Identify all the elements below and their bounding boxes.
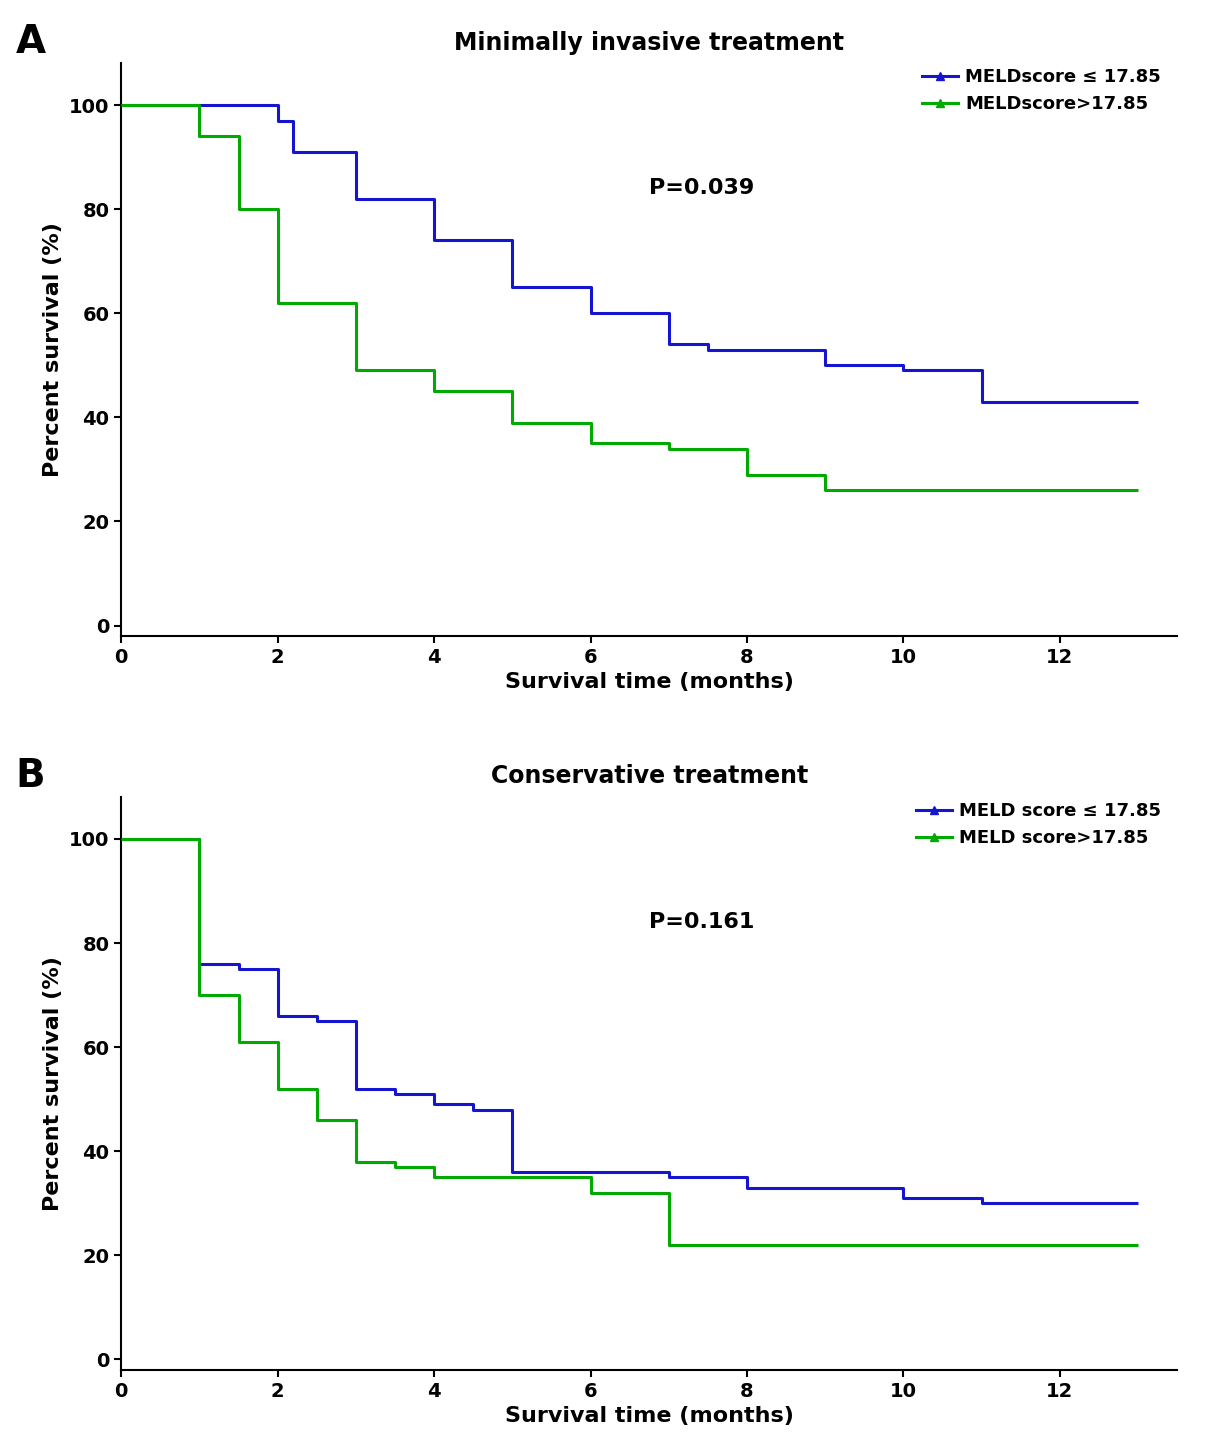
Legend: MELDscore ≤ 17.85, MELDscore>17.85: MELDscore ≤ 17.85, MELDscore>17.85: [915, 61, 1168, 121]
Text: P=0.039: P=0.039: [649, 177, 754, 198]
Title: Minimally invasive treatment: Minimally invasive treatment: [454, 31, 845, 54]
Text: P=0.161: P=0.161: [649, 912, 754, 932]
Title: Conservative treatment: Conservative treatment: [490, 765, 807, 788]
Text: A: A: [16, 23, 46, 61]
Text: B: B: [16, 758, 45, 795]
X-axis label: Survival time (months): Survival time (months): [505, 672, 794, 692]
Y-axis label: Percent survival (%): Percent survival (%): [43, 222, 64, 477]
X-axis label: Survival time (months): Survival time (months): [505, 1406, 794, 1426]
Legend: MELD score ≤ 17.85, MELD score>17.85: MELD score ≤ 17.85, MELD score>17.85: [909, 795, 1168, 855]
Y-axis label: Percent survival (%): Percent survival (%): [43, 957, 64, 1211]
